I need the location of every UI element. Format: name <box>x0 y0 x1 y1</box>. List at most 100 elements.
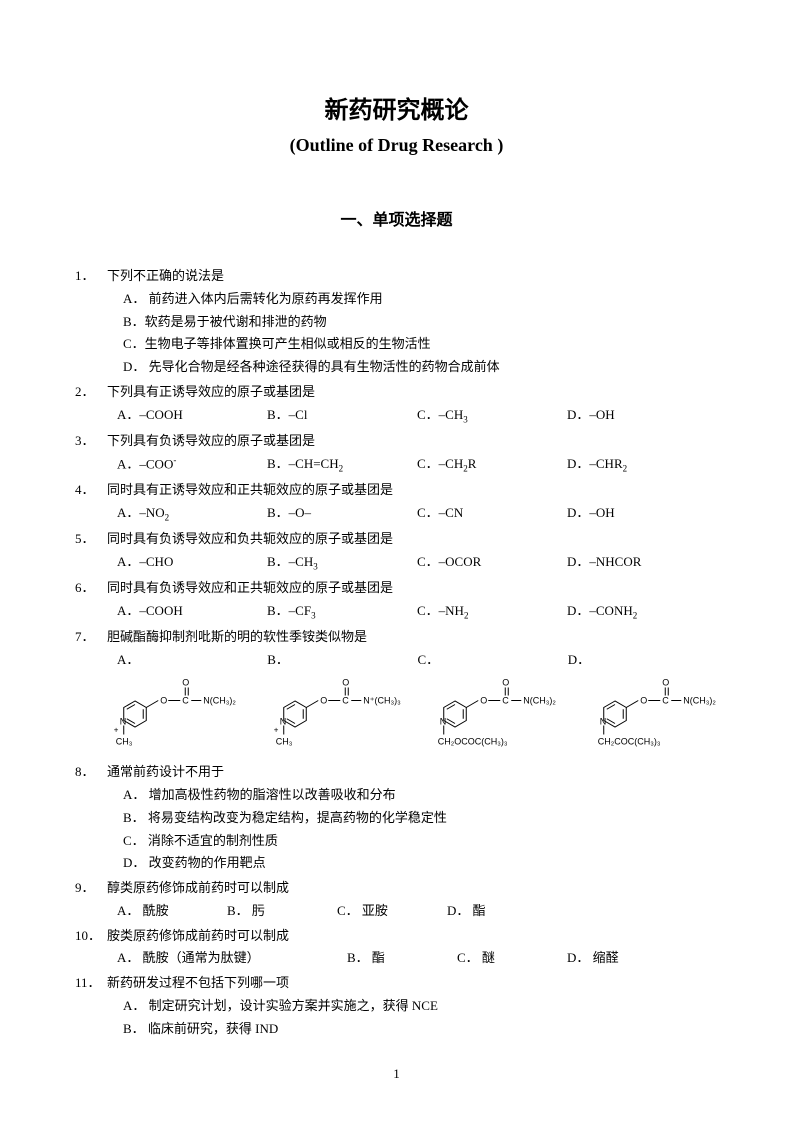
option-a: A． 制定研究计划，设计实验方案并实施之，获得 NCE <box>75 995 718 1018</box>
question-stem: 新药研发过程不包括下列哪一项 <box>107 972 289 995</box>
option-c: C． 醚 <box>457 947 567 970</box>
option-c: C．–CH3 <box>417 404 567 428</box>
question-stem: 同时具有正诱导效应和正共轭效应的原子或基团是 <box>107 479 393 502</box>
svg-text:+: + <box>274 725 279 734</box>
question-2: 2．下列具有正诱导效应的原子或基团是 A．–COOH B．–Cl C．–CH3 … <box>75 381 718 428</box>
option-d: D． 酯 <box>447 900 557 923</box>
option-b: B．–Cl <box>267 404 417 428</box>
question-number: 8． <box>75 761 107 784</box>
svg-text:CH₂OCOC(CH₃)₃: CH₂OCOC(CH₃)₃ <box>438 736 508 746</box>
option-b: B． 酯 <box>347 947 457 970</box>
question-number: 2． <box>75 381 107 404</box>
question-5: 5．同时具有负诱导效应和负共轭效应的原子或基团是 A．–CHO B．–CH3 C… <box>75 528 718 575</box>
question-11: 11．新药研发过程不包括下列哪一项 A． 制定研究计划，设计实验方案并实施之，获… <box>75 972 718 1040</box>
question-6: 6．同时具有负诱导效应和正共轭效应的原子或基团是 A．–COOH B．–CF3 … <box>75 577 718 624</box>
question-number: 7． <box>75 626 107 649</box>
option-c: C．生物电子等排体置换可产生相似或相反的生物活性 <box>75 333 718 356</box>
option-d: D．–CHR2 <box>567 453 717 477</box>
question-4: 4．同时具有正诱导效应和正共轭效应的原子或基团是 A．–NO2 B．–O– C．… <box>75 479 718 526</box>
question-number: 10． <box>75 925 107 948</box>
svg-text:O: O <box>640 695 647 705</box>
svg-text:O: O <box>502 677 509 687</box>
option-b: B．–O– <box>267 502 417 526</box>
question-stem: 通常前药设计不用于 <box>107 761 224 784</box>
svg-text:C: C <box>342 695 349 705</box>
option-b-label: B． <box>267 649 417 672</box>
option-a: A．–COOH <box>117 600 267 624</box>
option-d: D． 改变药物的作用靶点 <box>75 852 718 875</box>
option-d: D． 缩醛 <box>567 947 677 970</box>
option-d: D．–OH <box>567 404 717 428</box>
option-a: A． 前药进入体内后需转化为原药再发挥作用 <box>75 288 718 311</box>
svg-text:O: O <box>480 695 487 705</box>
svg-text:C: C <box>662 695 669 705</box>
option-a: A． 酰胺（通常为肽键） <box>117 947 347 970</box>
question-stem: 下列不正确的说法是 <box>107 265 224 288</box>
svg-text:N: N <box>440 716 447 726</box>
question-7: 7．胆碱酯酶抑制剂吡斯的明的软性季铵类似物是 A． B． C． D． N+ O … <box>75 626 718 755</box>
option-d: D．–NHCOR <box>567 551 717 575</box>
option-b: B．–CH3 <box>267 551 417 575</box>
svg-text:O: O <box>320 695 327 705</box>
option-d-label: D． <box>568 649 718 672</box>
svg-text:O: O <box>342 677 349 687</box>
svg-text:N(CH₃)₂: N(CH₃)₂ <box>523 695 556 705</box>
option-d: D． 先导化合物是经各种途径获得的具有生物活性的药物合成前体 <box>75 356 718 379</box>
option-a: A．–COO- <box>117 453 267 477</box>
chem-structure-b: N+ O C O N⁺(CH₃)₃ CH₃ <box>273 676 415 756</box>
question-stem: 醇类原药修饰成前药时可以制成 <box>107 877 289 900</box>
option-a: A．–COOH <box>117 404 267 428</box>
svg-text:C: C <box>182 695 189 705</box>
option-c: C．–NH2 <box>417 600 567 624</box>
question-stem: 下列具有正诱导效应的原子或基团是 <box>107 381 315 404</box>
option-b: B．–CF3 <box>267 600 417 624</box>
svg-text:O: O <box>662 677 669 687</box>
svg-text:N: N <box>600 716 607 726</box>
title-english: (Outline of Drug Research ) <box>75 135 718 156</box>
svg-text:O: O <box>160 695 167 705</box>
option-b: B． 将易变结构改变为稳定结构，提高药物的化学稳定性 <box>75 807 718 830</box>
question-number: 4． <box>75 479 107 502</box>
option-c: C．–OCOR <box>417 551 567 575</box>
svg-text:CH₃: CH₃ <box>276 736 293 746</box>
option-a: A． 酰胺 <box>117 900 227 923</box>
question-stem: 胆碱酯酶抑制剂吡斯的明的软性季铵类似物是 <box>107 626 367 649</box>
option-c: C． 消除不适宜的制剂性质 <box>75 830 718 853</box>
option-b: B．软药是易于被代谢和排泄的药物 <box>75 311 718 334</box>
chem-structure-d: N O C O N(CH₃)₂ CH₂COC(CH₃)₃ <box>593 676 735 756</box>
question-number: 11． <box>75 972 107 995</box>
question-number: 3． <box>75 430 107 453</box>
svg-text:N(CH₃)₂: N(CH₃)₂ <box>203 695 236 705</box>
option-c: C．–CN <box>417 502 567 526</box>
question-1: 1．下列不正确的说法是 A． 前药进入体内后需转化为原药再发挥作用 B．软药是易… <box>75 265 718 379</box>
svg-text:O: O <box>182 677 189 687</box>
option-a-label: A． <box>117 649 267 672</box>
question-number: 5． <box>75 528 107 551</box>
question-stem: 同时具有负诱导效应和正共轭效应的原子或基团是 <box>107 577 393 600</box>
option-c: C．–CH2R <box>417 453 567 477</box>
page: 新药研究概论 (Outline of Drug Research ) 一、单项选… <box>0 0 793 1122</box>
svg-text:N⁺(CH₃)₃: N⁺(CH₃)₃ <box>363 695 401 705</box>
svg-text:CH₂COC(CH₃)₃: CH₂COC(CH₃)₃ <box>598 736 661 746</box>
svg-text:N(CH₃)₂: N(CH₃)₂ <box>683 695 716 705</box>
svg-text:CH₃: CH₃ <box>116 736 133 746</box>
chemical-structures-row: N+ O C O N(CH₃)₂ CH₃ N+ O C O N⁺(CH₃)₃ C <box>75 676 718 756</box>
option-d: D．–OH <box>567 502 717 526</box>
option-c-label: C． <box>418 649 568 672</box>
option-d: D．–CONH2 <box>567 600 717 624</box>
chem-structure-a: N+ O C O N(CH₃)₂ CH₃ <box>113 676 255 756</box>
page-number: 1 <box>0 1066 793 1082</box>
option-b: B．–CH=CH2 <box>267 453 417 477</box>
question-8: 8．通常前药设计不用于 A． 增加高极性药物的脂溶性以改善吸收和分布 B． 将易… <box>75 761 718 875</box>
option-b: B． 临床前研究，获得 IND <box>75 1018 718 1041</box>
svg-text:N: N <box>120 716 127 726</box>
svg-text:+: + <box>114 725 119 734</box>
option-b: B． 肟 <box>227 900 337 923</box>
question-10: 10．胺类原药修饰成前药时可以制成 A． 酰胺（通常为肽键） B． 酯 C． 醚… <box>75 925 718 971</box>
question-stem: 胺类原药修饰成前药时可以制成 <box>107 925 289 948</box>
question-number: 6． <box>75 577 107 600</box>
option-a: A．–CHO <box>117 551 267 575</box>
question-9: 9．醇类原药修饰成前药时可以制成 A． 酰胺 B． 肟 C． 亚胺 D． 酯 <box>75 877 718 923</box>
section-heading: 一、单项选择题 <box>75 206 718 230</box>
question-stem: 同时具有负诱导效应和负共轭效应的原子或基团是 <box>107 528 393 551</box>
